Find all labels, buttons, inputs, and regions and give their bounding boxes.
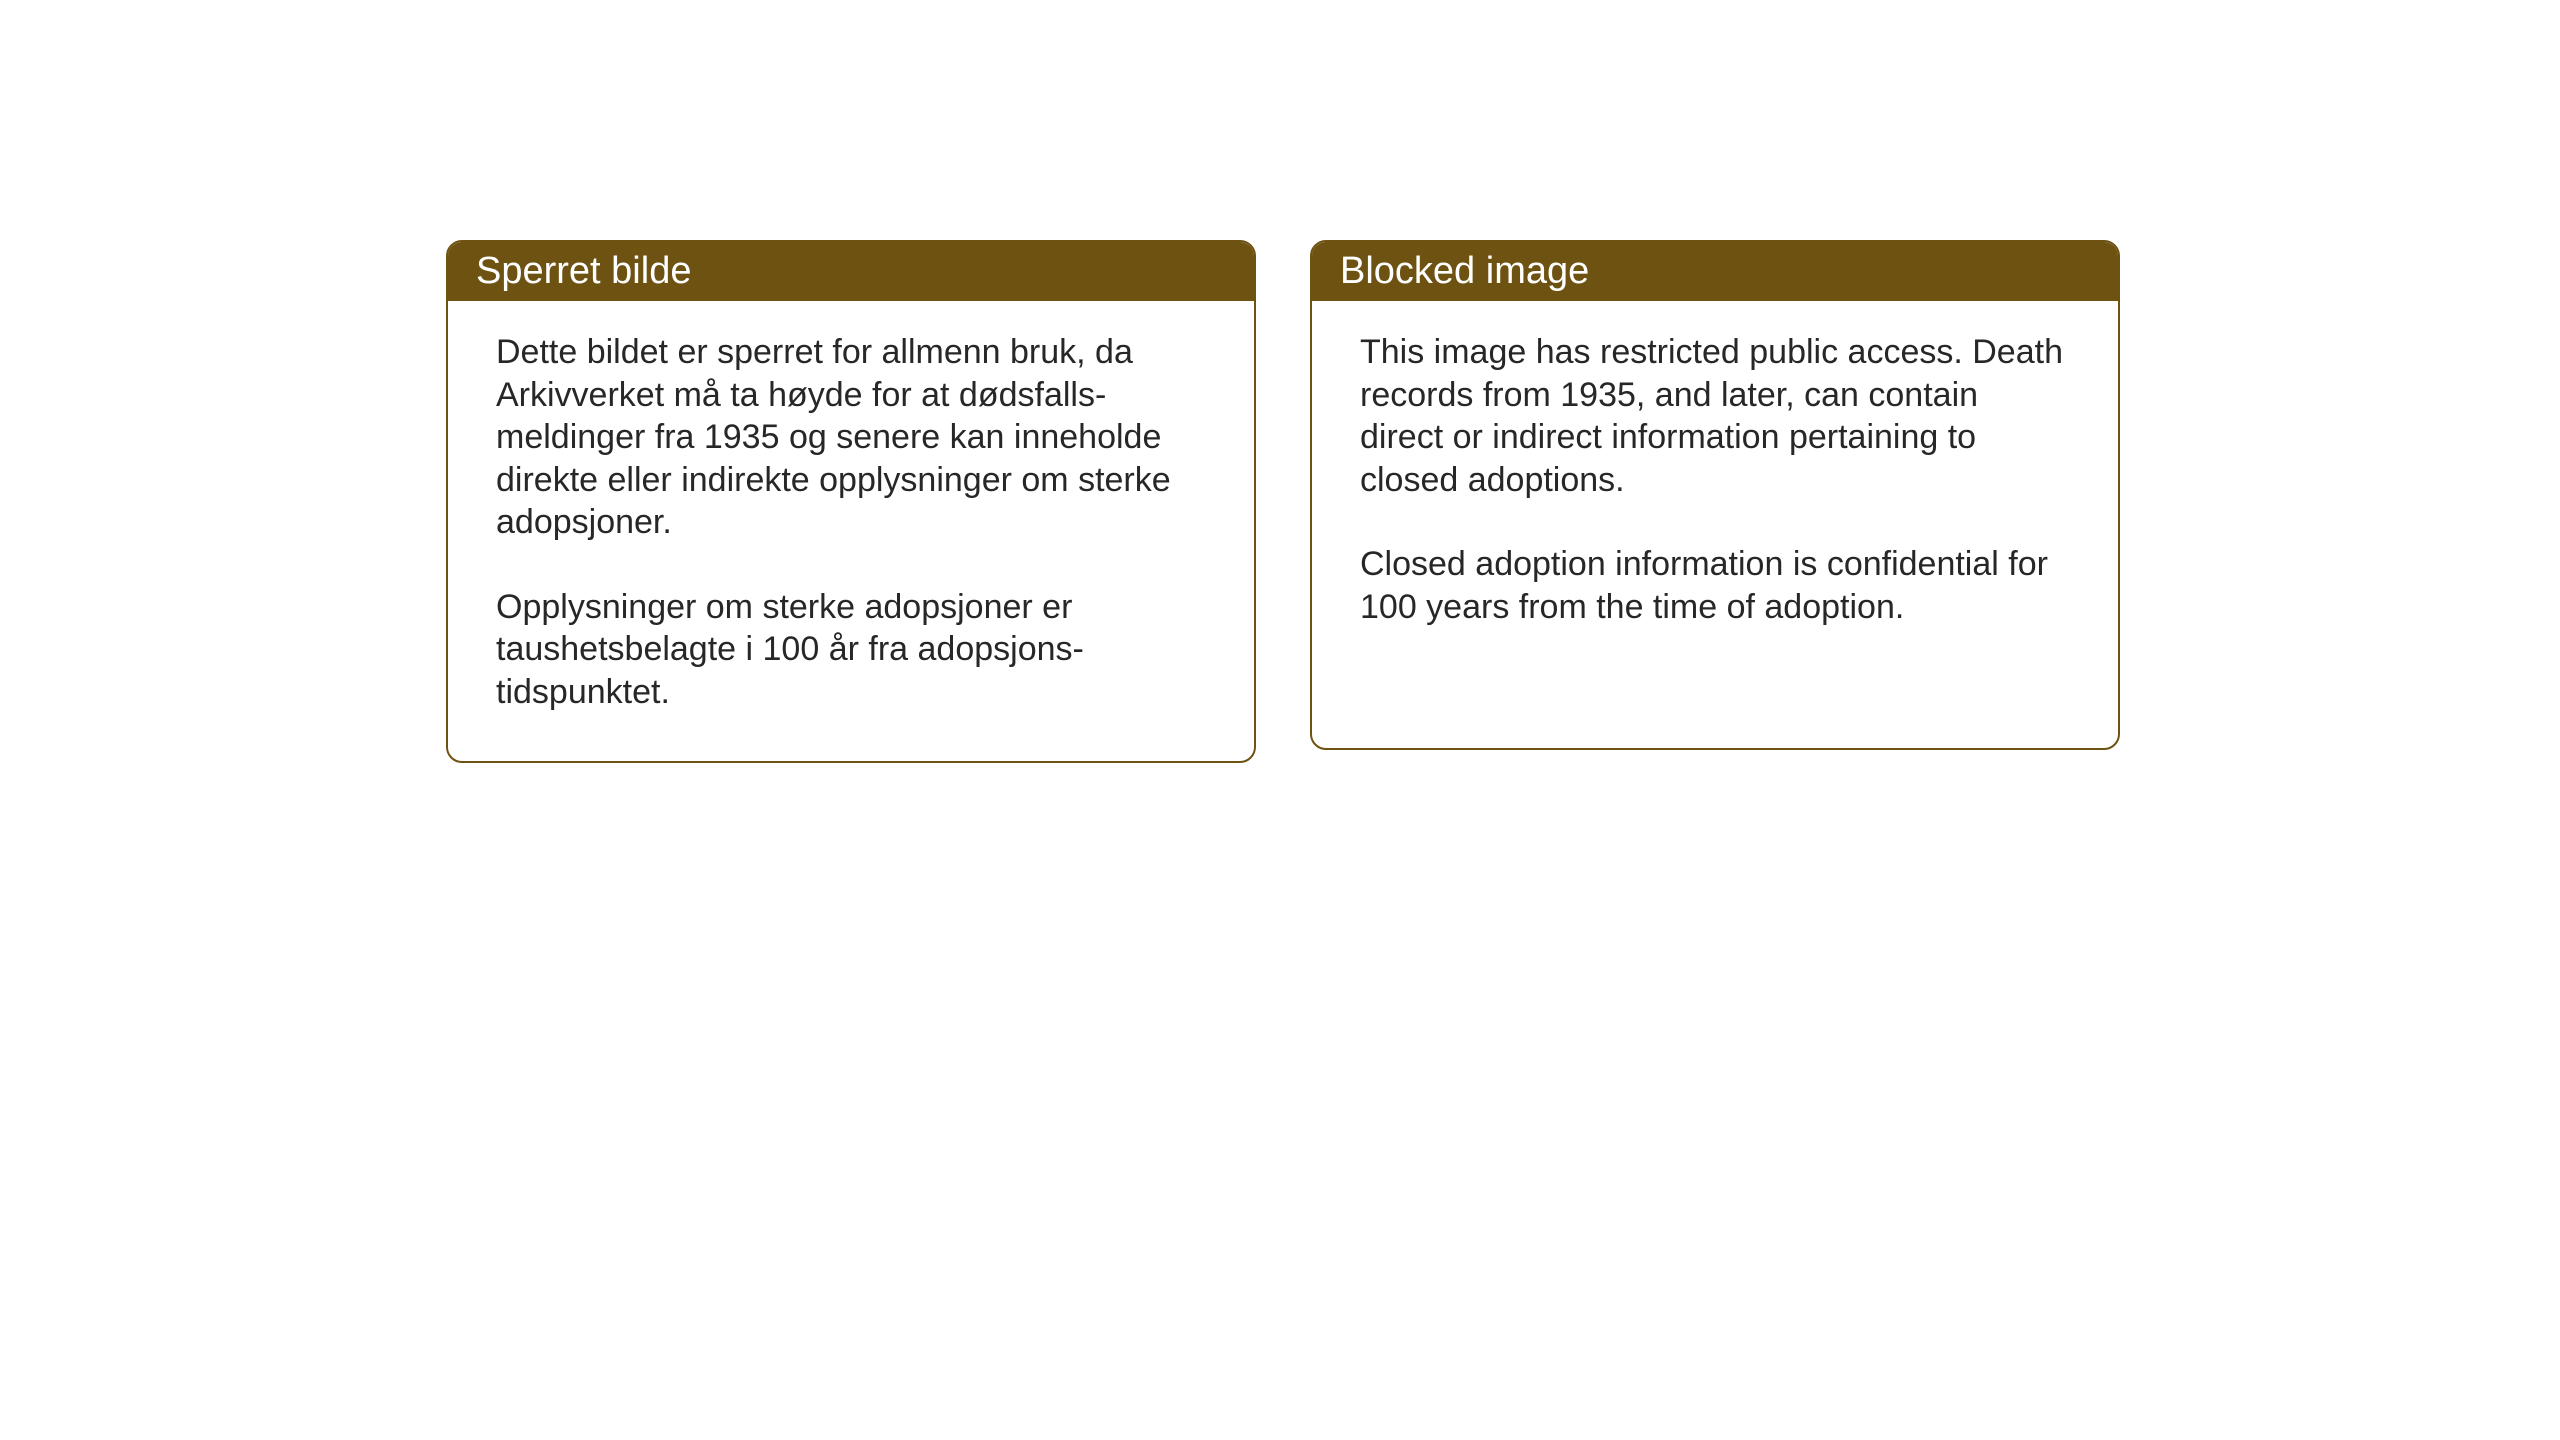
notice-paragraph-2-english: Closed adoption information is confident… xyxy=(1360,543,2070,628)
notice-box-english: Blocked image This image has restricted … xyxy=(1310,240,2120,750)
notice-box-norwegian: Sperret bilde Dette bildet er sperret fo… xyxy=(446,240,1256,763)
notice-body-english: This image has restricted public access.… xyxy=(1312,301,2118,676)
notice-header-english: Blocked image xyxy=(1312,242,2118,301)
notice-body-norwegian: Dette bildet er sperret for allmenn bruk… xyxy=(448,301,1254,761)
notice-paragraph-2-norwegian: Opplysninger om sterke adopsjoner er tau… xyxy=(496,586,1206,714)
notice-paragraph-1-norwegian: Dette bildet er sperret for allmenn bruk… xyxy=(496,331,1206,544)
notice-header-norwegian: Sperret bilde xyxy=(448,242,1254,301)
notice-container: Sperret bilde Dette bildet er sperret fo… xyxy=(446,240,2120,763)
notice-paragraph-1-english: This image has restricted public access.… xyxy=(1360,331,2070,501)
